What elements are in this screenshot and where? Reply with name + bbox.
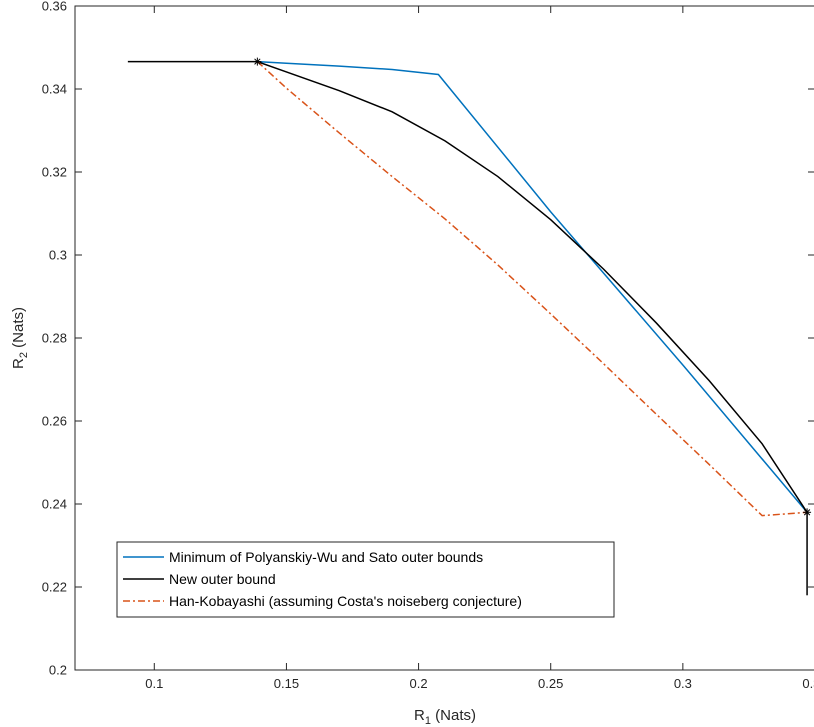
legend-label-1: Minimum of Polyanskiy-Wu and Sato outer … (169, 549, 483, 565)
y-axis-label: R2 (Nats) (10, 307, 30, 369)
asterisk-marker-1 (253, 57, 262, 66)
series-line-2 (127, 60, 808, 513)
asterisk-marker-2 (803, 508, 812, 517)
y-axis: 0.2 0.22 0.24 0.26 0.28 0.3 0.32 0.34 0.36 (42, 0, 814, 678)
x-tick-label: 0.1 (145, 676, 163, 691)
legend: Minimum of Polyanskiy-Wu and Sato outer … (116, 541, 615, 618)
x-tick-label: 0.3 (674, 676, 692, 691)
y-tick-label: 0.36 (42, 0, 67, 14)
x-tick-label: 0.2 (410, 676, 428, 691)
series-line-1 (257, 60, 808, 513)
y-tick-label: 0.34 (42, 82, 67, 97)
legend-box (116, 541, 615, 618)
y-tick-label: 0.32 (42, 165, 67, 180)
x-tick-label: 0.25 (538, 676, 563, 691)
y-tick-label: 0.26 (42, 414, 67, 429)
x-axis: 0.1 0.15 0.2 0.25 0.3 0.35 (145, 6, 814, 691)
x-tick-label: 0.35 (802, 676, 814, 691)
legend-label-3: Han-Kobayashi (assuming Costa's noiseber… (169, 593, 522, 609)
y-tick-label: 0.22 (42, 580, 67, 595)
series-layer (127, 60, 808, 596)
marker-layer (253, 57, 812, 517)
y-tick-label: 0.3 (49, 248, 67, 263)
y-tick-label: 0.24 (42, 497, 67, 512)
legend-items: Minimum of Polyanskiy-Wu and Sato outer … (123, 549, 522, 609)
series-line-3 (256, 61, 808, 517)
y-tick-label: 0.28 (42, 331, 67, 346)
x-tick-label: 0.15 (274, 676, 299, 691)
legend-label-2: New outer bound (169, 571, 276, 587)
x-axis-label: R1 (Nats) (414, 707, 476, 727)
y-tick-label: 0.2 (49, 663, 67, 678)
